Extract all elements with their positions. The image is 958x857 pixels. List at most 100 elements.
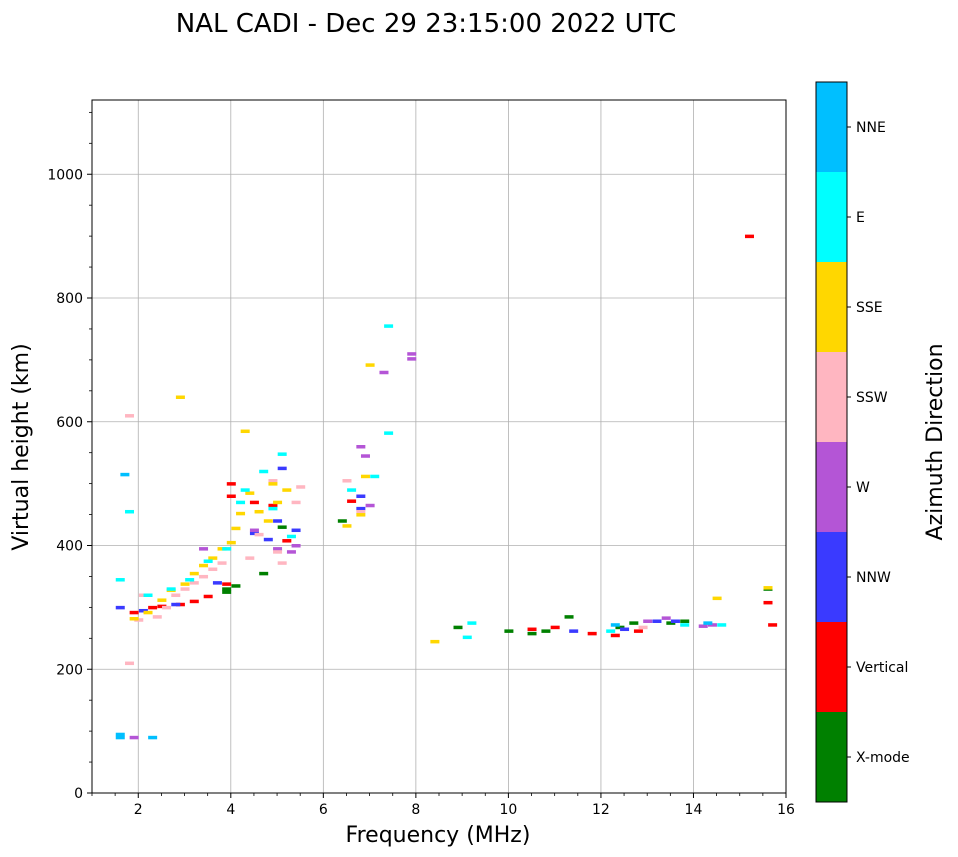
y-axis: 0 200 400 600 800 1000 [47,111,92,802]
data-point [115,605,125,610]
data-point [712,596,722,601]
data-point [698,624,708,628]
colorbar-frame [815,81,848,803]
data-point [744,234,754,239]
data-point [212,581,222,585]
series-x-mode [222,519,773,636]
data-point [379,370,389,375]
data-point [661,616,671,620]
y-tick-label: 200 [56,662,83,678]
series-w [129,352,717,740]
data-point [231,584,241,588]
data-point [157,598,167,602]
data-point [717,623,727,627]
colorbar-tick-label: W [856,480,870,496]
data-point [407,357,417,361]
data-point [273,547,283,551]
data-point [680,623,690,627]
y-axis-label: Virtual height (km) [9,343,34,550]
data-point [370,474,380,479]
data-point [129,610,139,615]
colorbar-tick-label: SSE [856,300,883,316]
x-tick-label: 12 [592,802,610,818]
x-tick-label: 8 [411,802,420,818]
data-point [157,604,167,609]
data-point [231,526,241,531]
data-point [629,621,639,625]
data-point [763,586,773,590]
data-point [504,629,514,633]
data-point [148,735,158,740]
series-nne [115,472,713,740]
data-point [222,587,232,591]
data-point [342,479,352,483]
data-point [286,550,296,554]
data-point [129,735,139,740]
data-point [277,561,287,565]
data-point [453,625,463,630]
data-point [296,485,306,489]
data-point [166,587,176,591]
data-point [606,629,616,633]
data-point [226,540,236,545]
data-point [360,474,370,479]
data-point [249,500,259,505]
data-point [282,539,292,543]
data-point [291,544,301,548]
data-point [620,627,630,632]
data-point [356,513,366,517]
data-point [199,563,209,568]
colorbar-tick-label: NNW [856,570,891,586]
data-point [384,324,394,328]
data-point [263,537,273,542]
data-point [268,503,278,508]
data-point [356,506,366,511]
data-point [268,482,278,486]
data-point [189,581,199,585]
data-point [768,623,778,627]
data-point [670,619,680,623]
chart-title: NAL CADI - Dec 29 23:15:00 2022 UTC [176,9,676,39]
data-point [162,605,172,610]
colorbar-segment [816,82,847,172]
data-point [129,617,139,621]
plot-frame [91,99,787,794]
data-point [680,619,690,623]
data-point [277,452,287,456]
data-point [527,631,537,636]
data-point [152,615,162,619]
data-point [638,625,648,630]
series-vertical [129,234,778,638]
data-point [125,661,135,666]
data-point [356,445,366,449]
colorbar-segment [816,352,847,442]
data-point [171,593,181,597]
data-point [115,732,125,737]
data-point [347,488,357,492]
data-point [222,590,232,594]
data-point [337,519,347,523]
data-point [143,593,153,597]
colorbar-tick-label: Vertical [856,660,908,676]
series-e [115,324,727,640]
data-point [254,532,264,537]
data-point [286,534,296,539]
data-point [171,602,181,607]
colorbar-label: Azimuth Direction [923,343,948,540]
data-point [203,559,213,563]
grid [92,100,786,793]
data-point [703,621,713,625]
data-point [180,587,190,591]
x-tick-label: 2 [134,802,143,818]
data-point [189,599,199,604]
data-point [610,633,620,638]
data-point [125,414,135,418]
data-point [356,509,366,514]
data-point [120,472,130,477]
data-point [217,561,227,565]
y-tick-label: 1000 [47,167,83,183]
data-point [407,352,417,356]
y-tick-label: 0 [74,786,83,802]
data-point [282,488,292,492]
